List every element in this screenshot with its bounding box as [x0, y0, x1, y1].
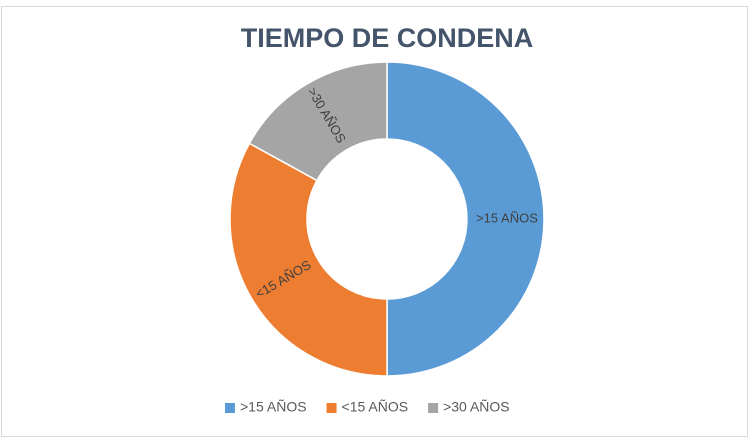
donut-slice: [386, 61, 545, 377]
chart-title: TIEMPO DE CONDENA: [241, 23, 534, 53]
legend-label: >30 AÑOS: [443, 399, 510, 415]
legend-swatch: [225, 403, 235, 413]
donut-slice: [229, 142, 388, 377]
legend-swatch: [428, 403, 439, 413]
slice-label: >15 AÑOS: [476, 210, 538, 225]
legend-label: <15 AÑOS: [342, 399, 409, 415]
donut-slice: [248, 61, 388, 182]
legend-label: >15 AÑOS: [240, 399, 307, 415]
legend-swatch: [326, 403, 337, 413]
